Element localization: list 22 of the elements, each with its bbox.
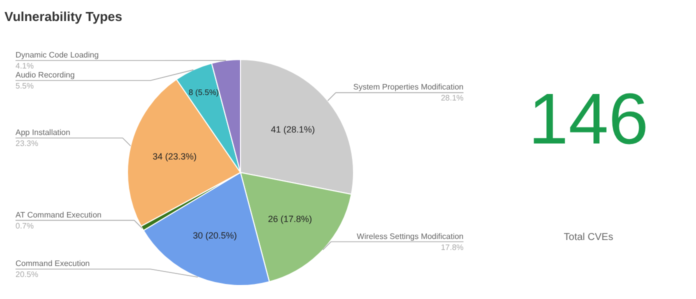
text: 4.1% [16, 62, 34, 70]
text: 146 [528, 80, 649, 160]
text: 0.7% [16, 221, 34, 230]
data-label: 41 (28.1%) [270, 124, 315, 134]
data-label: 30 (20.5%) [192, 230, 237, 240]
text: 5.5% [16, 82, 34, 90]
slice-label: Audio Recording [16, 70, 75, 80]
text: 28.1% [440, 94, 464, 103]
slice-label: System Properties Modification [353, 82, 464, 92]
text: Total CVEs [564, 232, 614, 243]
slice-label: AT Command Execution [16, 210, 102, 220]
text: 20.5% [16, 270, 38, 280]
slice-label: Dynamic Code Loading [16, 50, 99, 60]
slice-label: Wireless Settings Modification [356, 232, 464, 241]
slice-label: Command Execution [16, 259, 90, 268]
data-label: 8 (5.5%) [188, 88, 220, 97]
data-label: 26 (17.8%) [268, 214, 312, 224]
slice-label: App Installation [16, 128, 70, 137]
text: 23.3% [16, 139, 38, 148]
data-label: 34 (23.3%) [152, 152, 197, 162]
text: 17.8% [440, 242, 464, 252]
chart-title: Vulnerability Types [4, 9, 122, 24]
